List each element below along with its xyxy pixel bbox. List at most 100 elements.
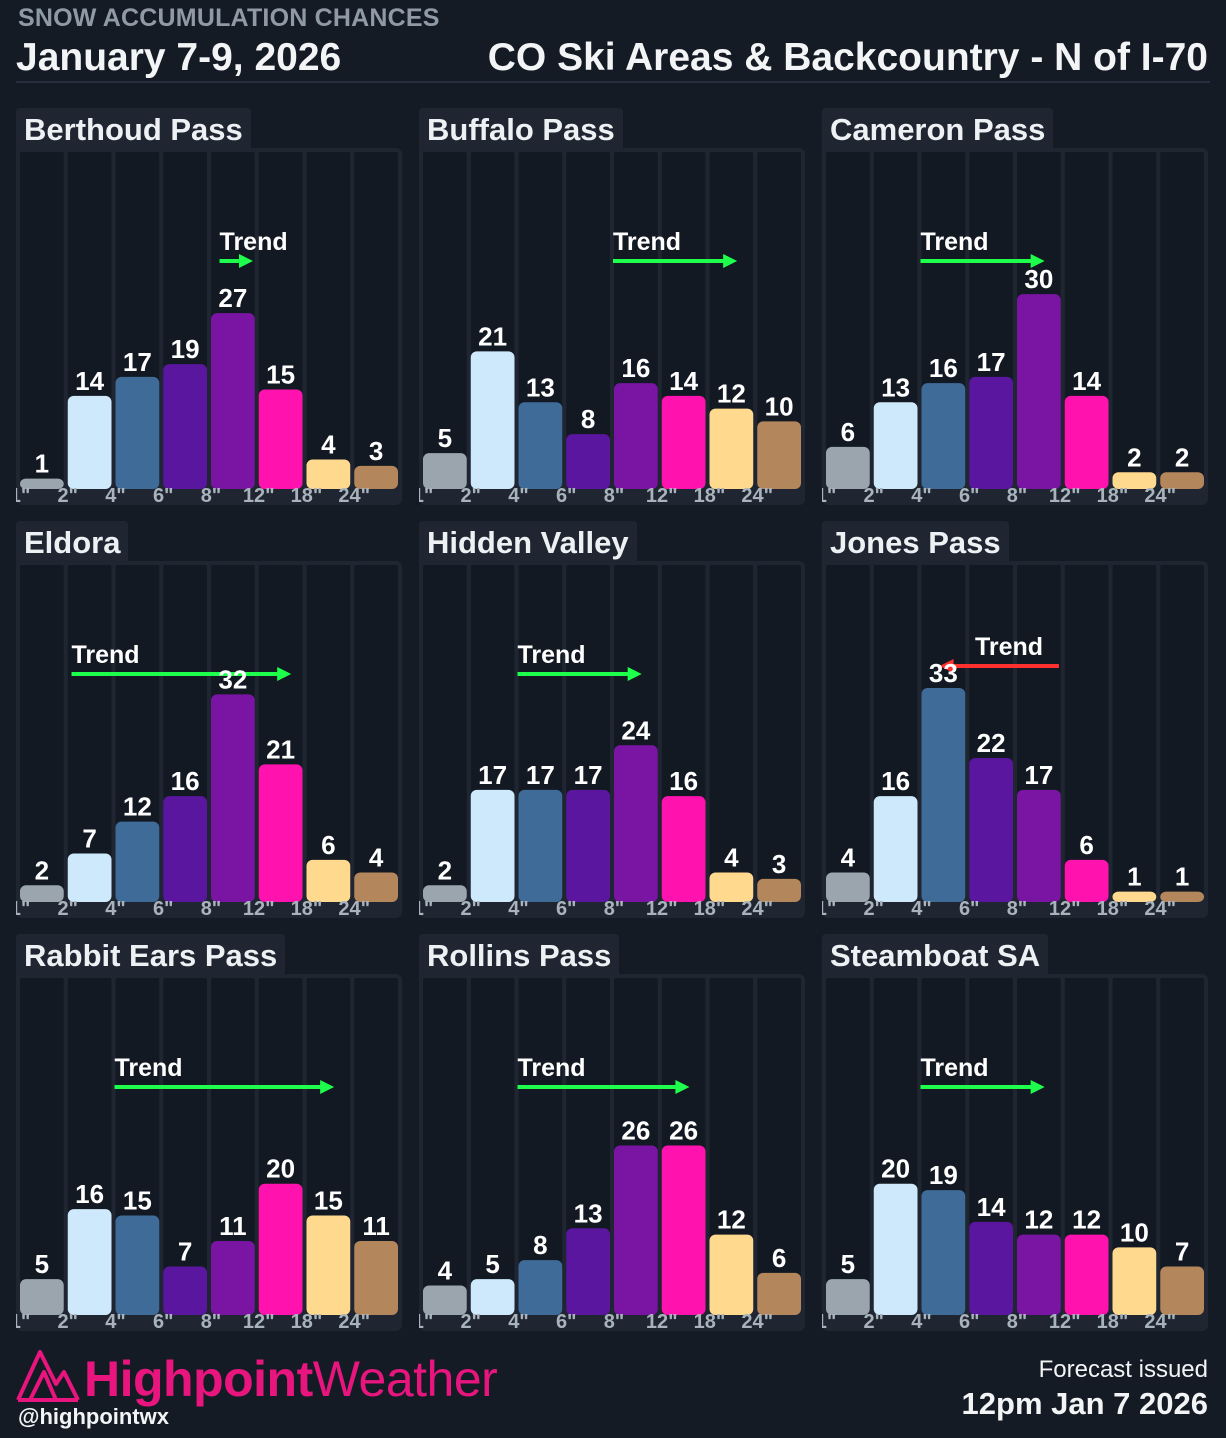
bar xyxy=(258,1183,303,1315)
bin-column xyxy=(306,152,351,485)
data-label: 15 xyxy=(123,1186,152,1216)
bin-column xyxy=(423,978,467,1311)
x-tick-label: 4" xyxy=(105,485,126,505)
bar xyxy=(709,1234,754,1315)
x-tick-label: 12" xyxy=(1049,485,1081,505)
bar xyxy=(518,1260,563,1315)
bar-chart: Trend 1 14 17 19 27 15 4 3 1" 2" 4" 6" 8" 12" 18" 24" xyxy=(16,152,398,505)
bin-column xyxy=(115,565,160,898)
header-divider xyxy=(16,81,1210,83)
chart-title: Steamboat SA xyxy=(822,934,1049,978)
bin-column xyxy=(423,152,467,485)
data-label: 13 xyxy=(574,1198,603,1228)
bar xyxy=(1160,472,1204,489)
data-label: 11 xyxy=(219,1211,247,1241)
bar xyxy=(614,1145,658,1315)
bin-column xyxy=(518,978,563,1311)
bin-column xyxy=(709,978,754,1311)
data-label: 14 xyxy=(669,366,698,396)
data-label: 12 xyxy=(717,1205,746,1235)
x-tick-label: 2" xyxy=(863,898,884,918)
x-tick-label: 8" xyxy=(1007,898,1028,918)
trend-arrowhead xyxy=(939,659,954,673)
bar xyxy=(1112,1247,1157,1315)
x-tick-label: 4" xyxy=(911,898,932,918)
bar xyxy=(661,1145,706,1315)
x-tick-label: 2" xyxy=(57,1311,78,1331)
bar-chart: Trend 2 17 17 17 24 16 4 3 1" 2" 4" 6" 8" 12" 18" 24" xyxy=(419,565,801,918)
trend-arrowhead xyxy=(320,1080,335,1094)
data-label: 24 xyxy=(621,715,650,745)
x-tick-label: 24" xyxy=(1144,485,1176,505)
x-tick-label: 2" xyxy=(57,898,78,918)
bar xyxy=(921,688,966,902)
bar xyxy=(258,764,303,902)
data-label: 16 xyxy=(929,353,958,383)
x-tick-label: 2" xyxy=(863,485,884,505)
bar-chart: Trend 6 13 16 17 30 14 2 2 1" 2" 4" 6" 8" 12" 18" 24" xyxy=(822,152,1204,505)
x-tick-label: 4" xyxy=(105,1311,126,1331)
bin-column xyxy=(757,565,801,898)
data-label: 4 xyxy=(369,843,384,873)
bar xyxy=(354,1241,398,1315)
data-label: 32 xyxy=(218,664,247,694)
bin-column xyxy=(873,152,918,485)
data-label: 14 xyxy=(75,366,104,396)
bar xyxy=(1112,891,1157,902)
x-tick-label: 1" xyxy=(822,898,836,918)
bar xyxy=(115,376,160,489)
data-label: 15 xyxy=(314,1186,343,1216)
bin-column xyxy=(470,978,515,1311)
x-tick-label: 24" xyxy=(1144,1311,1176,1331)
bar xyxy=(566,789,610,902)
bar xyxy=(1017,294,1061,489)
bar xyxy=(211,313,255,489)
trend-arrowhead xyxy=(1030,1080,1045,1094)
bin-column xyxy=(306,565,351,898)
bar xyxy=(1160,1266,1204,1315)
data-label: 5 xyxy=(485,1249,499,1279)
bar xyxy=(873,402,918,489)
bar-chart: Trend 5 16 15 7 11 20 15 11 1" 2" 4" 6" 8" 12" 18" 24" xyxy=(16,978,398,1331)
data-label: 3 xyxy=(772,849,786,879)
bar xyxy=(423,453,467,489)
data-label: 17 xyxy=(574,760,603,790)
bar xyxy=(163,1266,207,1315)
bin-column xyxy=(423,565,467,898)
social-handle: @highpointwx xyxy=(18,1404,169,1429)
bin-column xyxy=(566,978,610,1311)
data-label: 17 xyxy=(977,347,1006,377)
x-tick-label: 6" xyxy=(959,485,980,505)
data-label: 16 xyxy=(75,1179,104,1209)
x-tick-label: 12" xyxy=(646,485,678,505)
x-tick-label: 8" xyxy=(604,1311,625,1331)
bar xyxy=(470,351,515,489)
data-label: 6 xyxy=(1079,830,1093,860)
x-tick-label: 6" xyxy=(153,1311,174,1331)
bar xyxy=(614,745,658,902)
trend-label: Trend xyxy=(921,1054,989,1082)
x-tick-label: 6" xyxy=(153,485,174,505)
bin-column xyxy=(709,565,754,898)
chart-plot-area: Trend 4 16 33 22 17 6 1 1 1" 2" 4" 6" 8" 12" 18" 24" xyxy=(822,561,1208,918)
x-tick-label: 2" xyxy=(460,485,481,505)
bin-column xyxy=(67,565,112,898)
chart-kicker: SNOW ACCUMULATION CHANCES xyxy=(18,4,440,32)
x-tick-label: 1" xyxy=(16,1311,30,1331)
bar-chart: Trend 2 7 12 16 32 21 6 4 1" 2" 4" 6" 8" 12" 18" 24" xyxy=(16,565,398,918)
data-label: 5 xyxy=(35,1249,49,1279)
bar xyxy=(1064,395,1109,489)
bin-column xyxy=(1064,978,1109,1311)
x-tick-label: 4" xyxy=(105,898,126,918)
data-label: 17 xyxy=(123,347,152,377)
data-label: 7 xyxy=(1175,1236,1189,1266)
x-tick-label: 1" xyxy=(419,1311,433,1331)
data-label: 8 xyxy=(581,404,595,434)
bar xyxy=(67,1209,112,1315)
data-label: 1 xyxy=(1175,862,1189,892)
data-label: 12 xyxy=(123,792,152,822)
chart-title: Jones Pass xyxy=(822,521,1009,565)
bar xyxy=(1017,789,1061,902)
x-tick-label: 1" xyxy=(16,898,30,918)
data-label: 4 xyxy=(438,1256,453,1286)
